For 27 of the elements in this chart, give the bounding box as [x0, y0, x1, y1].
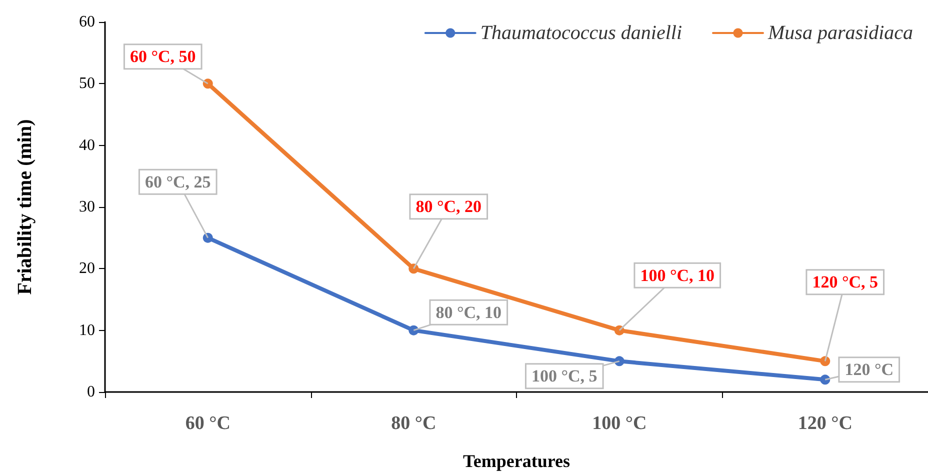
point [614, 325, 624, 336]
legend-label: Thaumatococcus danielli [480, 22, 682, 44]
y-tick-label: 10 [79, 322, 95, 339]
x-axis-title: Temperatures [463, 451, 570, 471]
annotation: 80 °C, 10 [436, 302, 502, 322]
legend-label: Musa parasidiaca [767, 22, 913, 44]
x-tick-label: 100 °C [592, 413, 647, 434]
annotation: 60 °C, 50 [130, 47, 196, 66]
point [820, 374, 830, 385]
x-tick-label: 80 °C [391, 413, 436, 434]
annotation: 120 °C, 5 [812, 272, 878, 292]
point [408, 264, 419, 274]
y-tick-label: 50 [79, 75, 95, 92]
y-tick-label: 20 [79, 260, 95, 278]
annotation: 80 °C, 20 [416, 197, 482, 216]
annotation: 120 °C [844, 360, 894, 380]
y-tick-label: 60 [79, 14, 95, 30]
y-tick-label: 40 [79, 136, 95, 154]
annotation: 60 °C, 25 [144, 172, 211, 192]
y-axis-title: Friability time (min) [14, 119, 36, 295]
y-tick-label: 30 [79, 198, 95, 216]
y-tick-label: 0 [87, 384, 95, 400]
x-tick-label: 120 °C [798, 413, 852, 434]
point [820, 356, 830, 366]
annotation: 100 °C, 10 [640, 266, 715, 285]
x-tick-label: 60 °C [185, 413, 230, 434]
annotation: 100 °C, 5 [531, 366, 598, 386]
